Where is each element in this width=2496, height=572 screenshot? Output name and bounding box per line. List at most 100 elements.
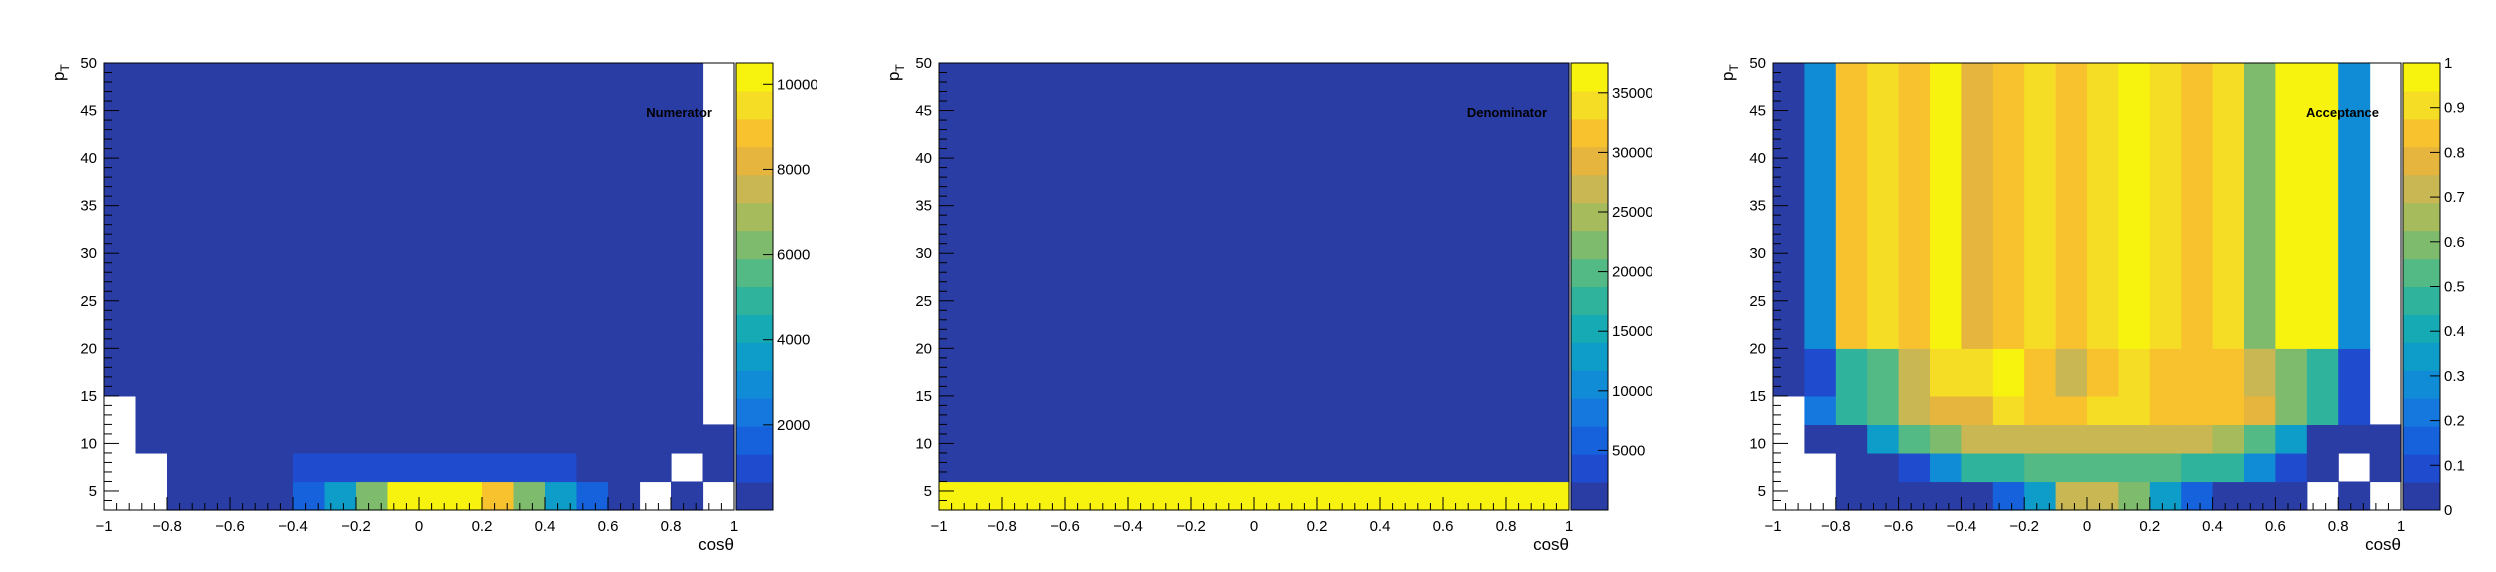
heatmap-cell bbox=[1128, 63, 1161, 454]
color-bar-segment bbox=[1571, 426, 1608, 455]
heatmap-cell bbox=[230, 63, 263, 349]
heatmap-cell bbox=[671, 395, 704, 426]
heatmap-cell bbox=[1096, 452, 1129, 483]
heatmap-cell bbox=[2338, 348, 2371, 397]
heatmap-cell bbox=[1254, 452, 1287, 483]
heatmap-cell bbox=[1961, 63, 1994, 349]
x-tick-label: 0 bbox=[415, 518, 423, 535]
heatmap-cell bbox=[2055, 424, 2088, 454]
heatmap-cell bbox=[513, 348, 546, 397]
panel-title: Acceptance bbox=[2306, 105, 2379, 120]
heatmap-cell bbox=[1254, 63, 1287, 454]
heatmap-cell bbox=[2181, 348, 2214, 397]
y-tick-label: 45 bbox=[915, 103, 932, 120]
heatmap-cell bbox=[450, 63, 483, 349]
heatmap-cell bbox=[1898, 452, 1931, 483]
z-tick-label: 10000 bbox=[777, 76, 819, 93]
y-tick-label: 5 bbox=[89, 483, 97, 500]
color-bar-segment bbox=[2403, 202, 2440, 232]
heatmap-cell bbox=[545, 452, 578, 483]
heatmap-cell bbox=[387, 481, 420, 511]
heatmap-cell bbox=[1804, 395, 1837, 426]
heatmap-cell bbox=[2118, 481, 2151, 511]
heatmap-cell bbox=[2087, 63, 2119, 349]
x-tick-label: 0.8 bbox=[661, 518, 682, 535]
heatmap-cell bbox=[2087, 395, 2119, 426]
heatmap-cell bbox=[939, 481, 972, 511]
heatmap-cell bbox=[198, 348, 231, 397]
heatmap-cell bbox=[1537, 63, 1570, 454]
heatmap-cell bbox=[1506, 481, 1539, 511]
x-tick-label: 0.4 bbox=[1370, 518, 1391, 535]
z-tick-label: 0.8 bbox=[2444, 144, 2465, 161]
heatmap-cell bbox=[2338, 63, 2371, 349]
heatmap-cell bbox=[450, 452, 483, 483]
color-bar-segment bbox=[2403, 426, 2440, 455]
heatmap-cell bbox=[450, 348, 483, 397]
heatmap-cell bbox=[482, 424, 515, 454]
heatmap-cell bbox=[2087, 452, 2119, 483]
heatmap-cell bbox=[1128, 481, 1161, 511]
heatmap-cell bbox=[356, 348, 389, 397]
heatmap-cell bbox=[639, 348, 672, 397]
y-tick-label: 40 bbox=[1749, 150, 1766, 167]
heatmap-cell bbox=[135, 63, 168, 349]
heatmap-cell bbox=[576, 424, 609, 454]
heatmap-cells bbox=[939, 63, 1570, 511]
heatmap-cell bbox=[2212, 348, 2245, 397]
color-bar-segment bbox=[1571, 370, 1608, 399]
heatmap-cell bbox=[939, 63, 972, 454]
heatmap-cell bbox=[167, 424, 200, 454]
heatmap-cell bbox=[2024, 395, 2057, 426]
heatmap-cell bbox=[261, 424, 294, 454]
heatmap-cell bbox=[1835, 348, 1868, 397]
heatmap-cell bbox=[2306, 63, 2339, 349]
y-tick-label: 20 bbox=[80, 340, 97, 357]
color-bar-segment bbox=[736, 482, 773, 511]
heatmap-cell bbox=[2149, 424, 2182, 454]
heatmap-cell bbox=[450, 424, 483, 454]
heatmap-cell bbox=[1159, 452, 1192, 483]
heatmap-cell bbox=[2181, 395, 2214, 426]
color-bar-frame bbox=[735, 62, 774, 511]
heatmap-cell bbox=[356, 63, 389, 349]
heatmap-cell bbox=[545, 395, 578, 426]
heatmap-cell bbox=[513, 452, 546, 483]
heatmap-cell bbox=[671, 63, 704, 349]
heatmap-cell bbox=[1002, 452, 1035, 483]
heatmap-cell bbox=[970, 63, 1003, 454]
heatmap-cell bbox=[230, 395, 263, 426]
heatmap-cell bbox=[2306, 424, 2339, 454]
heatmap-cell bbox=[2275, 395, 2308, 426]
x-tick-label: 0.8 bbox=[1496, 518, 1517, 535]
heatmap-cell bbox=[167, 63, 200, 349]
x-tick-label: 0.6 bbox=[1433, 518, 1454, 535]
heatmap-cell bbox=[1380, 452, 1413, 483]
heatmap-cell bbox=[1898, 63, 1931, 349]
heatmap-cell bbox=[1773, 348, 1805, 397]
heatmap-cell bbox=[1033, 452, 1066, 483]
y-tick-label: 50 bbox=[80, 55, 97, 72]
heatmap-cell bbox=[1317, 452, 1350, 483]
heatmap-cell bbox=[1537, 481, 1570, 511]
color-bar-segment bbox=[2403, 146, 2440, 176]
heatmap-cell bbox=[1474, 63, 1507, 454]
heatmap-cell bbox=[1506, 63, 1539, 454]
heatmap-cell bbox=[1835, 481, 1868, 511]
heatmap-cell bbox=[2024, 481, 2057, 511]
color-bar-segment bbox=[1571, 202, 1608, 232]
heatmap-cell bbox=[2149, 63, 2182, 349]
panel-acceptance: −1 −0.8 −0.6 −0.4 −0.2 0 0.2 0.4 0.6 0.8 1cosθ5101… bbox=[1718, 55, 2465, 554]
heatmap-cell bbox=[2244, 424, 2276, 454]
heatmap-cell bbox=[198, 63, 231, 349]
heatmap-cell bbox=[970, 452, 1003, 483]
heatmap-cell bbox=[167, 395, 200, 426]
color-bar-segment bbox=[736, 398, 773, 427]
heatmap-cell bbox=[2275, 424, 2308, 454]
heatmap-cell bbox=[2244, 63, 2276, 349]
z-tick-label: 5000 bbox=[1612, 442, 1645, 459]
heatmap-cell bbox=[2055, 481, 2088, 511]
heatmap-cell bbox=[293, 452, 326, 483]
heatmap-cell bbox=[1065, 452, 1098, 483]
